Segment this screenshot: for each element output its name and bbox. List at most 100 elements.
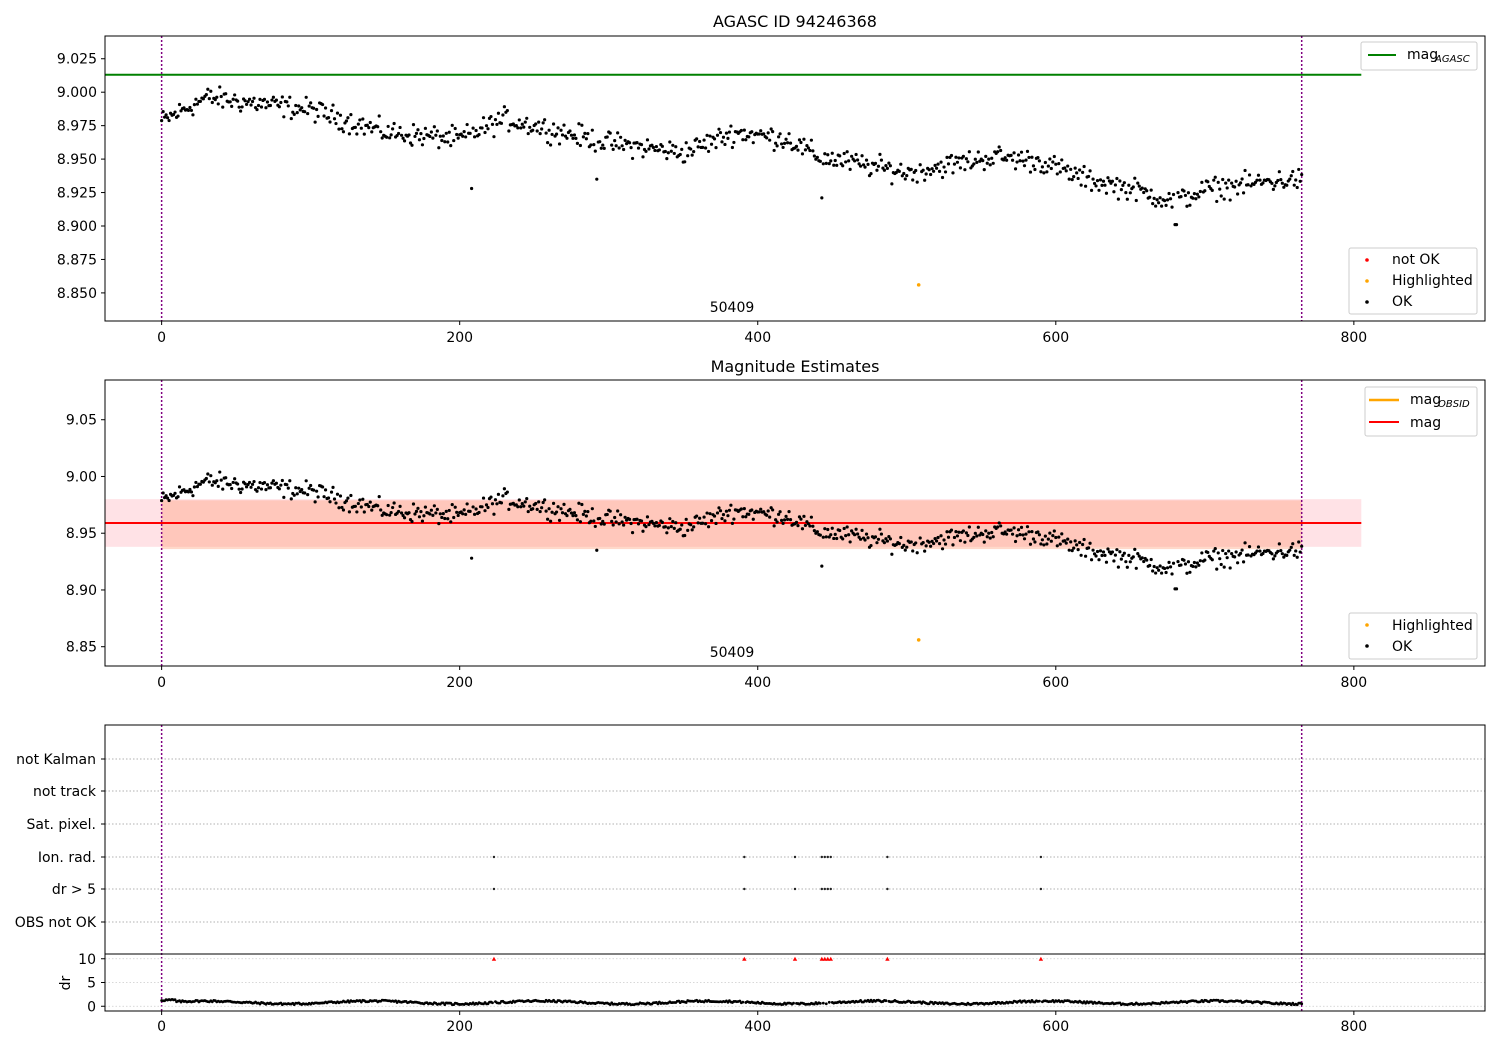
data-point: [176, 114, 180, 118]
agasc-panel: AGASC ID 94246368 8.8508.8758.9008.9258.…: [57, 12, 1486, 346]
data-point: [1280, 552, 1284, 556]
data-point: [258, 480, 262, 485]
data-point: [702, 515, 706, 519]
data-point: [280, 478, 284, 483]
data-point: [1171, 192, 1176, 197]
data-point: [444, 131, 448, 135]
data-point: [192, 103, 197, 107]
data-point: [322, 114, 326, 118]
data-point: [1086, 546, 1091, 550]
data-point: [927, 168, 931, 172]
data-point: [410, 519, 414, 524]
data-point: [623, 138, 627, 142]
data-point: [572, 133, 577, 137]
data-point: [766, 509, 770, 513]
data-point: [221, 487, 225, 491]
data-point: [560, 511, 565, 515]
data-point: [1095, 179, 1100, 183]
data-point: [714, 521, 718, 526]
data-point: [544, 509, 548, 513]
data-point: [869, 172, 873, 176]
data-point: [388, 513, 392, 517]
data-point: [663, 149, 667, 154]
data-point: [368, 120, 372, 125]
data-point: [1233, 555, 1237, 559]
data-point: [973, 531, 977, 535]
data-point: [929, 544, 933, 548]
data-point: [1063, 539, 1067, 543]
data-point: [903, 177, 907, 181]
data-point: [578, 520, 582, 524]
dr-tick-label: 10: [78, 952, 96, 968]
data-point: [264, 488, 268, 492]
data-point: [285, 100, 289, 104]
data-point: [338, 113, 343, 117]
data-point: [1037, 533, 1042, 537]
data-point: [189, 490, 194, 494]
data-point: [540, 506, 544, 510]
data-point: [966, 533, 970, 538]
data-point: [1167, 191, 1171, 196]
data-point: [1091, 177, 1095, 181]
data-point: [775, 520, 779, 524]
data-point: [1137, 554, 1141, 558]
data-point: [161, 491, 165, 495]
data-point: [702, 138, 706, 142]
dr-point: [684, 1001, 688, 1004]
data-point: [1045, 170, 1049, 174]
data-point: [666, 526, 670, 530]
dr-point: [818, 1001, 822, 1005]
data-point: [779, 142, 784, 146]
data-point: [165, 496, 170, 500]
data-point: [991, 535, 995, 539]
data-point: [313, 500, 317, 504]
magnitude-panel-marks: 8.85 8.90 8.95 9.00 9.05 0 200 400 600 800: [66, 380, 1367, 691]
data-point: [757, 510, 761, 514]
data-point: [592, 143, 596, 147]
flag-point: [823, 887, 827, 891]
data-point: [1197, 195, 1201, 199]
data-point: [721, 513, 726, 517]
x-tick-label: 400: [744, 1019, 771, 1035]
data-point: [1206, 180, 1210, 184]
data-point: [954, 155, 958, 159]
data-point: [866, 162, 870, 167]
data-point: [1060, 158, 1064, 162]
data-point: [845, 525, 849, 529]
data-point: [195, 102, 199, 106]
data-point: [447, 130, 451, 134]
data-point: [388, 136, 392, 140]
data-point: [982, 168, 986, 172]
data-point: [911, 549, 915, 553]
data-point: [1069, 540, 1073, 544]
data-point: [830, 151, 834, 155]
data-point: [326, 115, 331, 120]
data-point: [1225, 556, 1229, 560]
data-point: [1157, 201, 1161, 205]
dr-point: [827, 1000, 831, 1004]
data-point: [274, 98, 278, 102]
data-point: [1277, 170, 1281, 174]
data-point: [809, 138, 813, 142]
data-point: [258, 97, 262, 101]
data-point: [683, 160, 687, 164]
data-point: [161, 110, 165, 114]
data-point: [1179, 195, 1183, 199]
data-point: [850, 154, 854, 158]
data-point: [1216, 551, 1220, 555]
data-point: [1136, 552, 1140, 556]
data-point: [1170, 205, 1174, 209]
magnitude-legend-obsid-sub: OBSID: [1438, 399, 1470, 410]
data-point: [401, 136, 405, 140]
data-point: [905, 545, 909, 549]
data-point: [419, 510, 423, 514]
data-point: [730, 521, 735, 525]
data-point: [1022, 537, 1027, 541]
data-point: [1039, 542, 1043, 546]
data-point: [295, 111, 299, 115]
data-point: [195, 485, 199, 489]
data-point: [461, 512, 465, 516]
data-point: [785, 517, 790, 521]
data-point: [1043, 534, 1047, 538]
